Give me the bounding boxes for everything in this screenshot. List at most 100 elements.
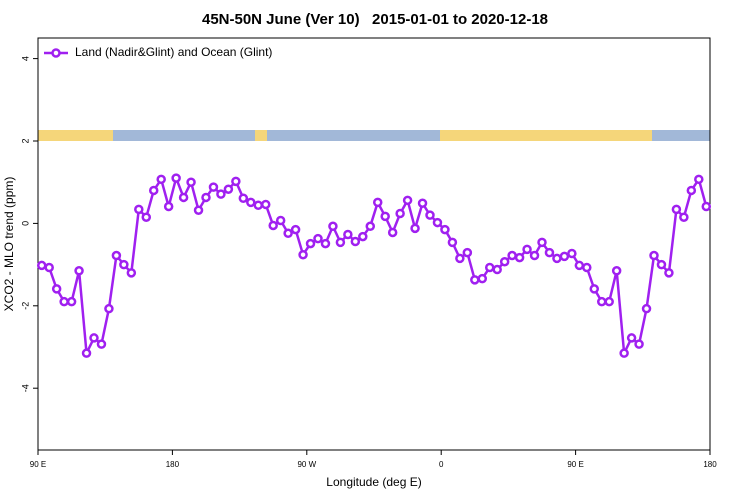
data-point: [686, 185, 697, 196]
data-point: [275, 215, 286, 226]
map-ocean: [267, 130, 440, 141]
data-point: [507, 250, 517, 261]
data-point: [163, 201, 174, 212]
data-point: [134, 204, 144, 215]
data-point: [499, 256, 510, 267]
y-tick-label: -4: [20, 384, 30, 392]
x-tick-label: 90 W: [297, 460, 316, 469]
data-point: [656, 259, 667, 270]
data-point: [66, 296, 77, 307]
data-point: [178, 192, 189, 203]
data-point: [380, 211, 390, 222]
data-point: [582, 262, 592, 273]
legend-marker: [51, 48, 61, 58]
data-point: [559, 251, 570, 262]
data-point: [156, 174, 166, 185]
x-tick-label: 180: [166, 460, 180, 469]
data-point: [522, 244, 532, 255]
data-point: [641, 303, 652, 314]
data-point: [51, 284, 62, 294]
data-point: [126, 268, 137, 278]
data-point: [119, 259, 129, 270]
data-point: [223, 184, 234, 194]
y-tick-label: 0: [20, 221, 30, 226]
data-point: [484, 262, 495, 273]
data-point: [335, 237, 346, 248]
data-point: [36, 260, 47, 271]
data-point: [231, 176, 241, 187]
data-point: [574, 260, 585, 271]
data-point: [74, 266, 84, 276]
x-axis-label: Longitude (deg E): [326, 475, 421, 489]
data-point: [96, 339, 107, 349]
data-point: [298, 249, 308, 260]
data-point: [208, 182, 219, 192]
plot-frame: [37, 37, 711, 451]
data-point: [253, 200, 264, 211]
map-ocean: [113, 130, 255, 141]
x-tick-label: 0: [439, 460, 444, 469]
data-point: [402, 195, 413, 206]
data-point: [470, 275, 480, 285]
map-land: [440, 130, 652, 141]
data-point: [537, 237, 547, 248]
data-point: [111, 250, 122, 261]
data-point: [455, 253, 465, 264]
data-point: [529, 250, 540, 261]
y-axis-label: XCO2 - MLO trend (ppm): [2, 177, 16, 312]
data-point: [246, 197, 256, 208]
data-point: [462, 247, 473, 258]
data-point: [440, 224, 450, 235]
data-point: [313, 233, 323, 244]
data-point: [201, 192, 211, 203]
map-ocean: [652, 130, 710, 141]
data-point: [596, 296, 607, 307]
data-point: [447, 237, 458, 248]
data-point: [148, 185, 159, 196]
data-point: [410, 223, 420, 234]
data-point: [81, 348, 92, 358]
data-point: [171, 173, 181, 183]
legend-label: Land (Nadir&Glint) and Ocean (Glint): [75, 45, 272, 59]
data-point: [649, 250, 659, 261]
data-point: [365, 221, 376, 232]
data-point: [417, 198, 428, 208]
data-point: [283, 228, 293, 239]
data-point: [604, 296, 614, 307]
data-point: [395, 208, 405, 219]
data-point: [44, 262, 54, 273]
data-point: [701, 201, 712, 212]
data-point: [567, 248, 577, 259]
data-point: [260, 199, 271, 210]
data-point: [544, 247, 555, 258]
data-point: [671, 204, 682, 215]
data-point: [104, 303, 114, 314]
data-point: [589, 284, 600, 294]
data-point: [290, 224, 301, 235]
data-point: [432, 217, 443, 228]
data-point: [634, 339, 644, 349]
data-point: [387, 227, 398, 238]
data-point: [59, 296, 69, 307]
data-point: [186, 177, 196, 187]
data-point: [305, 238, 316, 249]
x-tick-label: 180: [703, 460, 717, 469]
data-point: [238, 193, 249, 204]
x-tick-label: 90 E: [30, 460, 46, 469]
chart-title: 45N-50N June (Ver 10) 2015-01-01 to 2020…: [202, 11, 548, 28]
data-point: [492, 264, 502, 275]
data-point: [268, 220, 278, 231]
data-point: [320, 238, 331, 249]
data-point: [216, 189, 226, 199]
data-point: [350, 236, 361, 247]
data-point: [89, 333, 99, 343]
y-tick-label: -2: [20, 302, 30, 310]
data-point: [626, 333, 637, 343]
data-point: [372, 197, 383, 208]
x-tick-label: 90 E: [567, 460, 583, 469]
data-point: [664, 268, 674, 278]
data-point: [328, 221, 338, 232]
data-point: [514, 252, 525, 263]
data-point: [141, 212, 152, 222]
